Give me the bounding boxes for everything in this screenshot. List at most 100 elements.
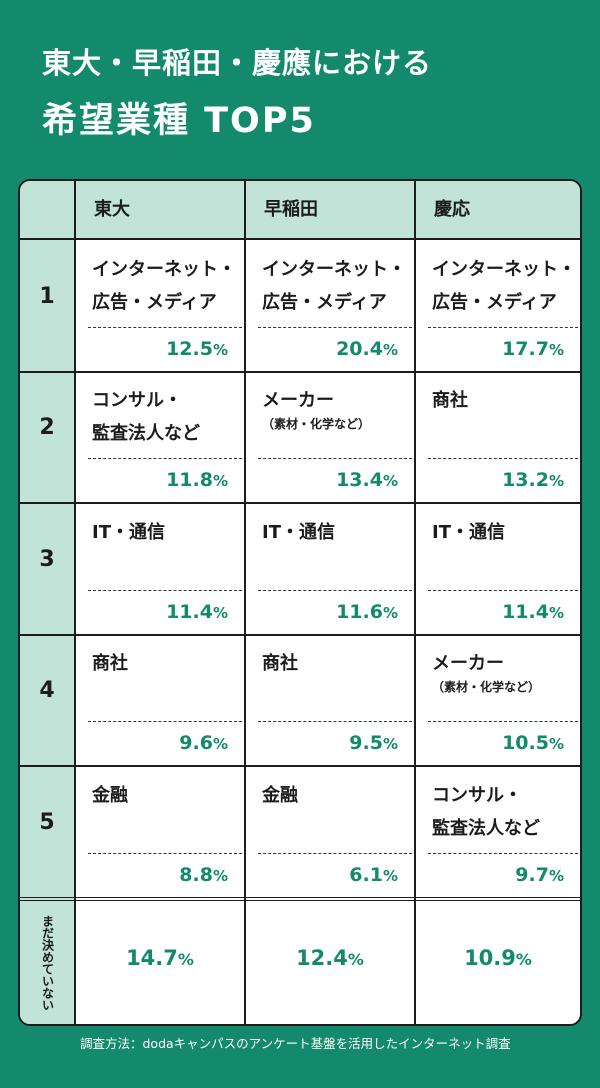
percentage-number: 12.4 xyxy=(296,946,348,970)
industry-name: コンサル・監査法人など xyxy=(432,779,540,845)
industry-name: インターネット・ 広告・メディア xyxy=(262,253,406,319)
industry-name-line: IT・通信 xyxy=(92,522,165,543)
dashed-separator xyxy=(258,327,412,328)
undecided-percentage: 14.7% xyxy=(76,946,244,970)
percent-sign: % xyxy=(382,867,398,885)
ranking-table: 東大 早稲田 慶応 まだ決めていない 1 インターネット・ 広告・メディア 12.5%… xyxy=(18,179,582,1026)
industry-name-line: 監査法人など xyxy=(432,818,540,839)
industry-name-line: 広告・メディア xyxy=(92,292,217,313)
industry-name-line: コンサル・ xyxy=(92,390,182,411)
dashed-separator xyxy=(428,853,578,854)
rank-number: 3 xyxy=(39,547,55,572)
dashed-separator xyxy=(88,721,242,722)
percent-sign: % xyxy=(548,735,564,753)
industry-name-line: メーカー xyxy=(432,653,504,674)
rank-number: 5 xyxy=(39,810,55,835)
percent-sign: % xyxy=(212,472,228,490)
industry-name-line: インターネット・ xyxy=(92,259,236,280)
dashed-separator xyxy=(428,327,578,328)
percent-sign: % xyxy=(382,604,398,622)
percent-sign: % xyxy=(382,472,398,490)
percentage-value: 13.4% xyxy=(246,469,398,491)
dashed-separator xyxy=(88,590,242,591)
industry-name-note: （素材・化学など） xyxy=(262,417,371,431)
percent-sign: % xyxy=(347,950,364,969)
percent-sign: % xyxy=(548,341,564,359)
percentage-number: 20.4 xyxy=(336,338,383,360)
percent-sign: % xyxy=(548,867,564,885)
percentage-number: 13.4 xyxy=(336,469,383,491)
percentage-number: 6.1 xyxy=(349,864,383,886)
percent-sign: % xyxy=(548,604,564,622)
percentage-value: 9.7% xyxy=(416,864,564,886)
industry-name: IT・通信 xyxy=(262,516,335,549)
percent-sign: % xyxy=(382,341,398,359)
percent-sign: % xyxy=(212,604,228,622)
industry-name-line: インターネット・ xyxy=(262,259,406,280)
industry-name-line: 金融 xyxy=(92,785,128,806)
column-header-keio: 慶応 xyxy=(434,199,470,220)
column-divider xyxy=(244,181,246,1024)
percentage-value: 6.1% xyxy=(246,864,398,886)
industry-name: 商社 xyxy=(262,647,298,680)
industry-name-line: 広告・メディア xyxy=(432,292,557,313)
industry-name: メーカー （素材・化学など） xyxy=(262,384,370,433)
industry-name: 金融 xyxy=(262,779,298,812)
undecided-label: まだ決めていない xyxy=(40,914,55,1011)
percentage-value: 11.4% xyxy=(416,601,564,623)
rank-number: 1 xyxy=(39,284,55,309)
percentage-number: 11.8 xyxy=(166,469,213,491)
percentage-value: 9.5% xyxy=(246,732,398,754)
dashed-separator xyxy=(258,590,412,591)
percentage-value: 8.8% xyxy=(76,864,228,886)
percentage-number: 9.6 xyxy=(179,732,213,754)
dashed-separator xyxy=(428,458,578,459)
industry-name-line: 商社 xyxy=(262,653,298,674)
percentage-number: 11.4 xyxy=(166,601,213,623)
row-divider xyxy=(20,634,580,636)
percentage-value: 9.6% xyxy=(76,732,228,754)
percentage-number: 17.7 xyxy=(502,338,549,360)
undecided-percentage: 12.4% xyxy=(246,946,414,970)
column-header-waseda: 早稲田 xyxy=(264,199,318,220)
dashed-separator xyxy=(428,721,578,722)
percentage-number: 11.4 xyxy=(502,601,549,623)
row-divider xyxy=(20,371,580,373)
percentage-number: 13.2 xyxy=(502,469,549,491)
industry-name: IT・通信 xyxy=(432,516,505,549)
survey-method-note: 調査方法：dodaキャンパスのアンケート基盤を活用したインターネット調査 xyxy=(80,1036,511,1051)
column-divider xyxy=(74,181,76,1024)
percentage-number: 8.8 xyxy=(179,864,213,886)
industry-name: インターネット・ 広告・メディア xyxy=(432,253,576,319)
industry-name-line: コンサル・ xyxy=(432,785,522,806)
percentage-number: 11.6 xyxy=(336,601,383,623)
dashed-separator xyxy=(88,327,242,328)
percent-sign: % xyxy=(212,341,228,359)
percentage-number: 12.5 xyxy=(166,338,213,360)
undecided-percentage: 10.9% xyxy=(416,946,580,970)
industry-name-line: 商社 xyxy=(432,390,468,411)
dashed-separator xyxy=(258,721,412,722)
percentage-number: 14.7 xyxy=(126,946,178,970)
dashed-separator xyxy=(258,853,412,854)
industry-name-line: メーカー xyxy=(262,390,334,411)
row-divider-double xyxy=(20,897,580,901)
percentage-number: 9.7 xyxy=(515,864,549,886)
percentage-value: 20.4% xyxy=(246,338,398,360)
row-divider xyxy=(20,765,580,767)
dashed-separator xyxy=(88,853,242,854)
industry-name: メーカー （素材・化学など） xyxy=(432,647,540,696)
percentage-value: 11.8% xyxy=(76,469,228,491)
industry-name-line: インターネット・ xyxy=(432,259,576,280)
row-divider xyxy=(20,502,580,504)
industry-name-line: IT・通信 xyxy=(432,522,505,543)
percentage-value: 10.5% xyxy=(416,732,564,754)
column-header-todai: 東大 xyxy=(94,199,130,220)
dashed-separator xyxy=(428,590,578,591)
industry-name-line: 金融 xyxy=(262,785,298,806)
column-divider xyxy=(414,181,416,1024)
percentage-number: 9.5 xyxy=(349,732,383,754)
percent-sign: % xyxy=(177,950,194,969)
percent-sign: % xyxy=(382,735,398,753)
percentage-value: 13.2% xyxy=(416,469,564,491)
